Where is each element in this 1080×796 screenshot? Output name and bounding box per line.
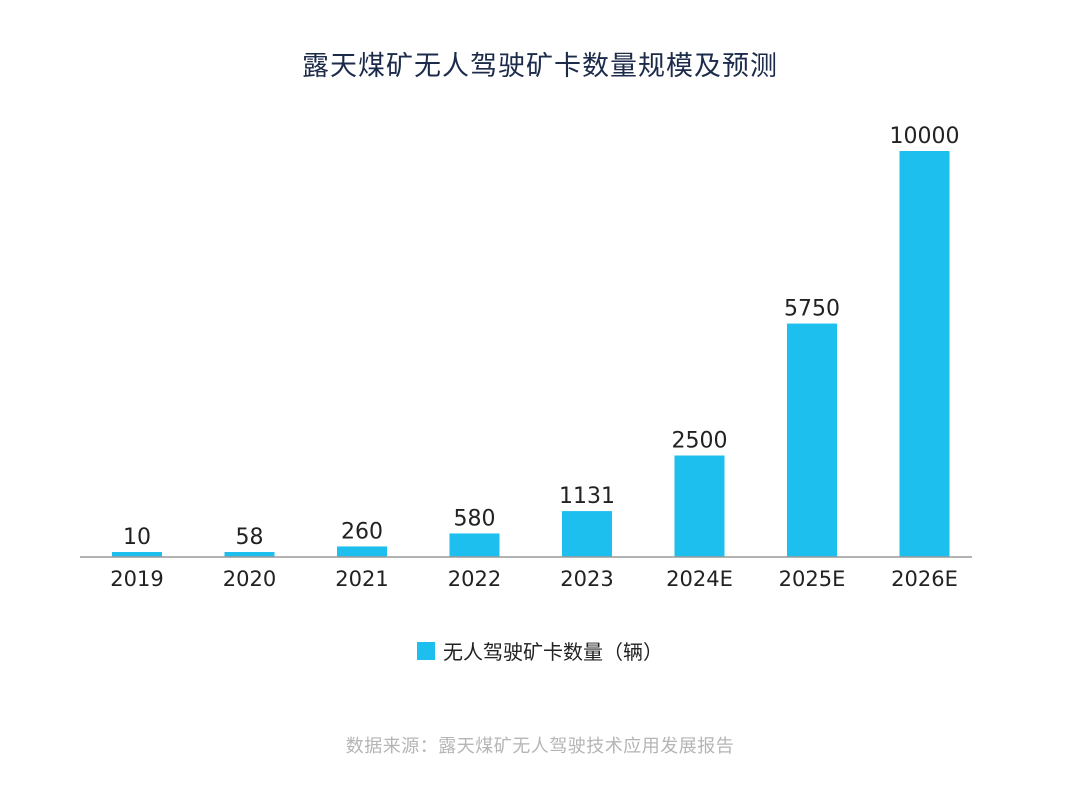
x-tick-label-2026E: 2026E: [891, 567, 958, 591]
legend-swatch: [417, 641, 435, 660]
data-label-2020: 58: [236, 525, 264, 550]
data-label-2023: 1131: [559, 484, 615, 509]
x-tick-label-2024E: 2024E: [666, 567, 733, 591]
x-tick-label-2022: 2022: [448, 567, 501, 591]
data-label-2025E: 5750: [784, 297, 840, 322]
data-label-2024E: 2500: [672, 429, 728, 454]
bar-2022: [449, 533, 500, 557]
x-tick-label-2020: 2020: [223, 567, 276, 591]
legend-label: 无人驾驶矿卡数量（辆）: [443, 640, 663, 664]
data-label-2019: 10: [123, 525, 151, 550]
x-tick-label-2019: 2019: [110, 567, 163, 591]
data-label-2021: 260: [341, 519, 383, 544]
x-tick-label-2023: 2023: [560, 567, 613, 591]
bars-group: [112, 151, 950, 557]
x-tick-label-2021: 2021: [335, 567, 388, 591]
bar-2024E: [674, 455, 725, 557]
bar-2026E: [899, 151, 950, 557]
legend: 无人驾驶矿卡数量（辆）: [0, 636, 1080, 665]
data-label-2022: 580: [454, 506, 496, 531]
labels-group: 10 2019 58 2020 260 2021 580 2022 1131 2023 2500 20…: [110, 124, 959, 591]
chart-title: 露天煤矿无人驾驶矿卡数量规模及预测: [302, 51, 778, 82]
data-label-2026E: 10000: [890, 124, 960, 149]
bar-2021: [337, 546, 387, 557]
x-tick-label-2025E: 2025E: [779, 567, 846, 591]
bar-2019: [112, 552, 162, 557]
bar-2020: [224, 552, 275, 557]
source-note: 数据来源：露天煤矿无人驾驶技术应用发展报告: [345, 736, 735, 757]
bar-2023: [562, 511, 612, 557]
bar-2025E: [787, 323, 837, 557]
